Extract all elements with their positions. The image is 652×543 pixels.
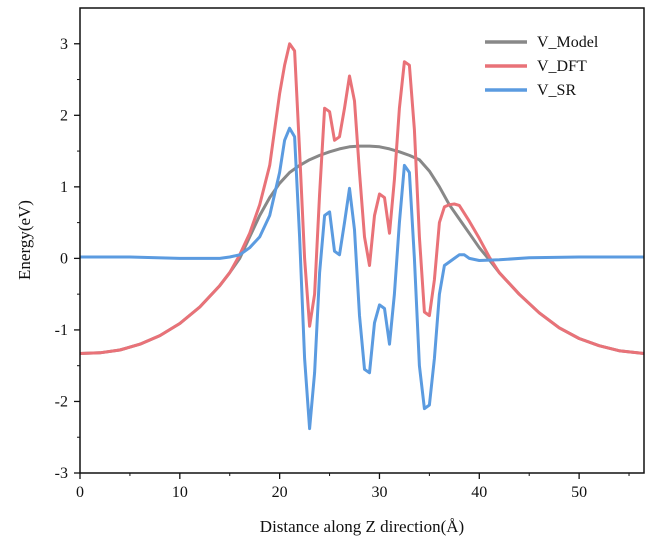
plot-frame	[79, 7, 645, 474]
y-tick-label: 3	[60, 36, 68, 53]
x-tick-label: 10	[172, 484, 188, 501]
y-tick-label: -3	[55, 465, 68, 482]
y-tick-label: -2	[55, 393, 68, 410]
y-tick-label: 1	[60, 179, 68, 196]
series-line-v-sr	[80, 126, 644, 431]
legend-label: V_DFT	[537, 58, 587, 75]
y-axis-label: Energy(eV)	[15, 200, 34, 280]
x-tick-label: 50	[571, 484, 587, 501]
x-axis-label: Distance along Z direction(Å)	[260, 517, 464, 536]
x-tick-label: 30	[371, 484, 387, 501]
x-tick-label: 0	[76, 484, 84, 501]
x-tick-label: 40	[471, 484, 487, 501]
series-line-v-dft	[80, 42, 644, 355]
legend-label: V_Model	[537, 34, 599, 51]
y-axis: -3 -2 -1 0 1 2 3	[55, 36, 80, 482]
y-tick-label: 2	[60, 107, 68, 124]
legend: V_Model V_DFT V_SR	[485, 34, 599, 99]
x-axis: 0 10 20 30 40 50	[76, 473, 630, 501]
y-tick-label: 0	[60, 250, 68, 267]
legend-label: V_SR	[537, 82, 576, 99]
x-tick-label: 20	[272, 484, 288, 501]
series-layer	[80, 42, 644, 431]
y-tick-label: -1	[55, 322, 68, 339]
series-line-v-model	[80, 144, 644, 355]
